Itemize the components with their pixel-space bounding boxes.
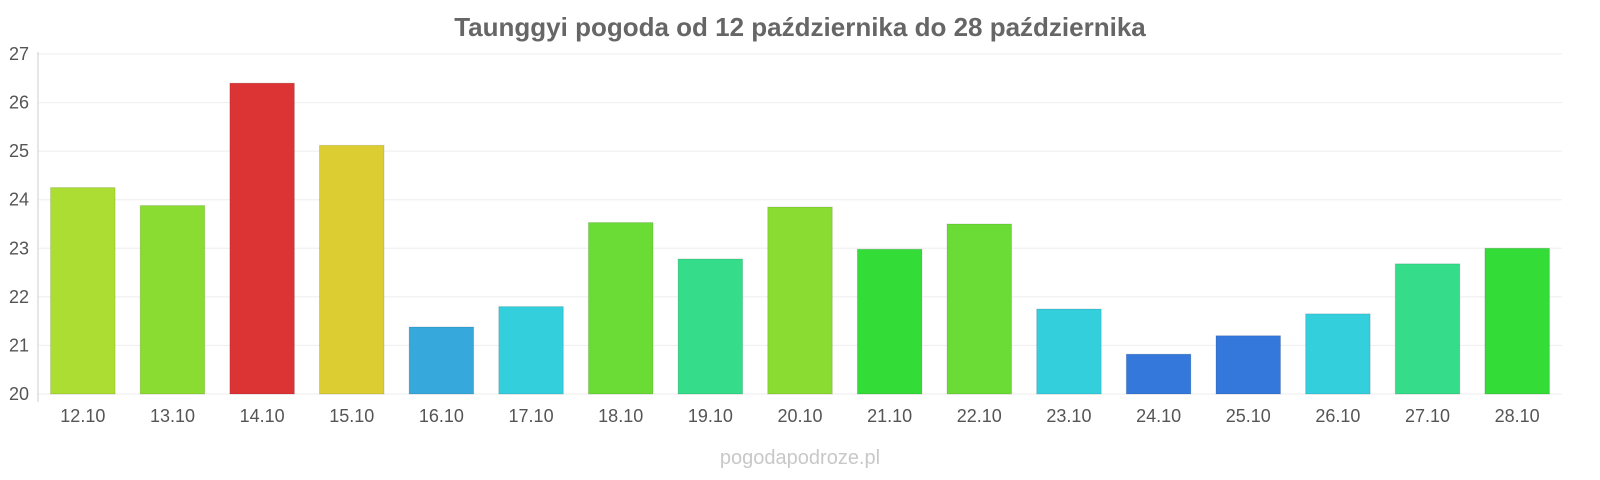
y-tick-label: 26	[9, 93, 29, 113]
x-tick-label: 22.10	[957, 406, 1002, 426]
y-tick-label: 24	[9, 190, 29, 210]
bars	[50, 82, 1550, 395]
x-tick-label: 15.10	[329, 406, 374, 426]
bar-19.10	[677, 258, 744, 395]
watermark: pogodapodroze.pl	[720, 447, 880, 469]
y-axis-ticks: 20 21 22 23 24 25 26 27	[9, 44, 29, 404]
chart-title: Taunggyi pogoda od 12 października do 28…	[454, 12, 1146, 42]
y-tick-label: 21	[9, 335, 29, 355]
bar-12.10	[50, 187, 116, 395]
x-tick-label: 28.10	[1495, 406, 1540, 426]
bar-22.10	[946, 223, 1013, 395]
x-tick-label: 25.10	[1226, 406, 1271, 426]
bar-13.10	[139, 205, 206, 395]
x-tick-label: 12.10	[60, 406, 105, 426]
x-tick-label: 24.10	[1136, 406, 1181, 426]
bar-21.10	[856, 248, 923, 395]
x-tick-label: 17.10	[509, 406, 554, 426]
x-tick-label: 26.10	[1315, 406, 1360, 426]
bar-20.10	[767, 206, 833, 395]
y-tick-label: 22	[9, 287, 29, 307]
y-tick-label: 23	[9, 238, 29, 258]
y-tick-label: 25	[9, 141, 29, 161]
x-tick-label: 27.10	[1405, 406, 1450, 426]
x-axis-ticks: 12.10 13.10 14.10 15.10 16.10 17.10 18.10 19.10…	[60, 406, 1539, 426]
bar-24.10	[1125, 353, 1192, 395]
bar-28.10	[1484, 247, 1550, 395]
x-tick-label: 13.10	[150, 406, 195, 426]
bar-16.10	[408, 326, 475, 395]
x-tick-label: 19.10	[688, 406, 733, 426]
bar-18.10	[587, 222, 654, 395]
x-tick-label: 23.10	[1046, 406, 1091, 426]
bar-23.10	[1036, 308, 1102, 395]
x-tick-label: 21.10	[867, 406, 912, 426]
x-tick-label: 18.10	[598, 406, 643, 426]
y-tick-label: 27	[9, 44, 29, 64]
bar-15.10	[318, 144, 385, 395]
bar-25.10	[1215, 335, 1282, 395]
x-tick-label: 14.10	[240, 406, 285, 426]
x-tick-label: 20.10	[777, 406, 822, 426]
bar-27.10	[1394, 263, 1461, 395]
bar-17.10	[498, 306, 564, 395]
x-tick-label: 16.10	[419, 406, 464, 426]
bar-26.10	[1305, 313, 1371, 395]
bar-14.10	[229, 82, 295, 395]
y-tick-label: 20	[9, 384, 29, 404]
